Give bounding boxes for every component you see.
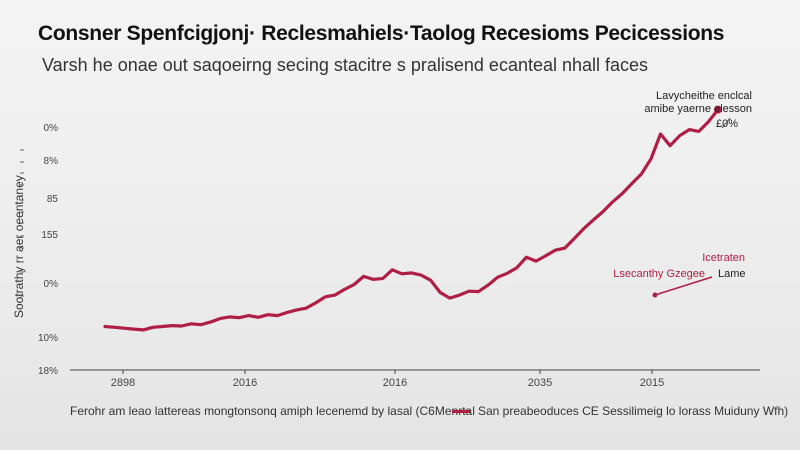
legend: San preabeoduces CE Sessilimeig lo loras… [452,404,788,418]
x-tick-label: 2015 [640,377,664,389]
annotation-top-leader [721,117,731,129]
chart-footer-note: Ferohr am leao lattereas mongtonsonq ami… [70,404,475,418]
annotation-top-value: £0% [716,118,738,130]
x-tick-label: 2898 [111,377,135,389]
y-tick-label: 155 [41,230,58,241]
legend-swatch [452,409,470,413]
y-tick-label: 10% [38,333,58,344]
annotation-top-line2: amibe yaerne elesson [644,103,752,115]
series-line [103,108,720,332]
y-tick-label: 0% [44,123,59,134]
y-tick-label: 85 [47,194,59,205]
series-end-point [714,105,722,114]
y-tick-label: 18% [38,366,58,377]
annotation-mid-dot [652,292,658,298]
y-tick-label: 0% [44,279,59,290]
x-tick-label: 2035 [528,377,552,389]
chart-title: Consner Spenfcigjonj· Reclesmahiels·Taol… [38,22,725,45]
annotation-top-line1: Lavycheithe enclcal [656,90,752,102]
legend-label: San preabeoduces CE Sessilimeig lo loras… [478,404,789,418]
y-tick-label: 8% [44,156,59,167]
x-tick-label: 2016 [233,377,257,389]
annotation-mid-heading: Icetraten [702,252,745,264]
chart-subtitle: Varsh he onae out saqoeirng secing staci… [42,55,649,75]
annotation-mid-label2: Lame [718,268,746,280]
annotation-mid-leader [654,276,713,296]
annotation-mid-label: Lsecanthy Gzegee [613,268,705,280]
x-tick-label: 2016 [383,377,407,389]
